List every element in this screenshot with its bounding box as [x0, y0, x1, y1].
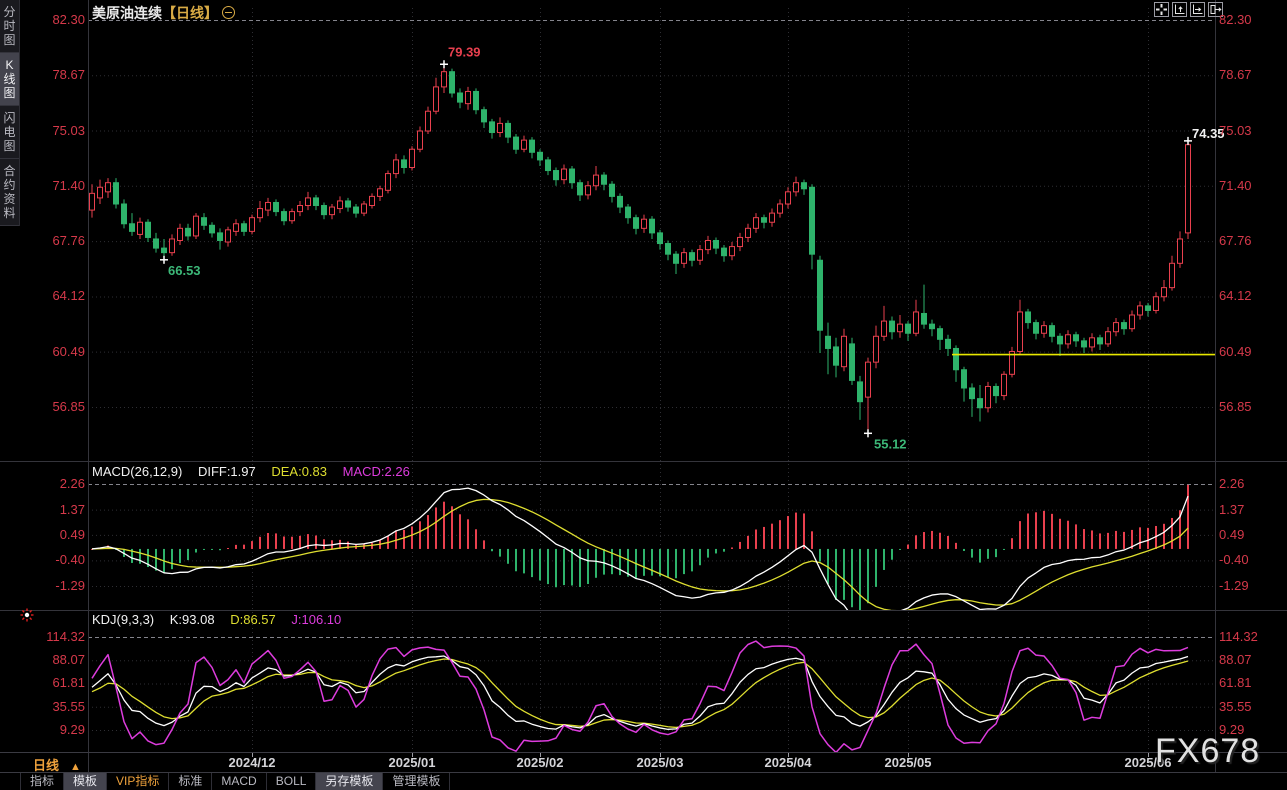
y-axis-label-left: 88.07 [52, 652, 85, 667]
y-axis-label-right: 78.67 [1219, 67, 1252, 82]
y-axis-label-right: -1.29 [1219, 578, 1249, 593]
sidebar: 分时图 K线图 闪电图 合约资料 [0, 0, 20, 226]
y-axis-label-left: 60.49 [52, 344, 85, 359]
y-axis-label-right: 75.03 [1219, 123, 1252, 138]
chart-toolbar [1154, 2, 1223, 17]
y-axis-label-left: 114.32 [46, 629, 85, 644]
y-axis-label-right: 60.49 [1219, 344, 1252, 359]
circle-minus-icon[interactable] [222, 6, 235, 19]
y-axis-label-left: 75.03 [52, 123, 85, 138]
y-axis-label-left: 67.76 [52, 233, 85, 248]
tab-管理模板[interactable]: 管理模板 [383, 773, 451, 790]
price-annotation: 79.39 [448, 44, 481, 59]
chart-title: 美原油连续【日线】 [92, 3, 235, 23]
x-axis-label: 2024/12 [228, 755, 276, 770]
sidebar-item-闪电图[interactable]: 闪电图 [0, 106, 19, 159]
y-axis-label-right: 61.81 [1219, 675, 1252, 690]
macd-header[interactable]: MACD(26,12,9) DIFF:1.97 DEA:0.83 MACD:2.… [92, 464, 422, 479]
tab-指标[interactable]: 指标 [20, 773, 65, 790]
watermark: FX678 [1155, 732, 1261, 770]
y-axis-label-right: 82.30 [1219, 12, 1252, 27]
pan-right-icon[interactable] [1208, 2, 1223, 17]
y-axis-label-left: 35.55 [52, 699, 85, 714]
y-axis-label-left: 0.49 [59, 527, 85, 542]
x-axis-label: 2025/04 [764, 755, 812, 770]
y-axis-label-right: 64.12 [1219, 288, 1252, 303]
y-axis-label-left: -1.29 [55, 578, 85, 593]
indicator-settings-icon[interactable] [20, 608, 34, 627]
symbol-name: 美原油连续 [92, 5, 162, 21]
macd-diff-value: DIFF:1.97 [197, 464, 256, 479]
tab-标准[interactable]: 标准 [169, 773, 213, 790]
y-axis-label-right: 56.85 [1219, 399, 1252, 414]
y-axis-label-right: 1.37 [1219, 502, 1245, 517]
x-axis-label: 2025/03 [636, 755, 684, 770]
x-axis-label: 2025/02 [516, 755, 564, 770]
y-axis-label-right: 67.76 [1219, 233, 1252, 248]
macd-label: MACD(26,12,9) [92, 464, 183, 479]
y-axis-label-left: 1.37 [59, 502, 85, 517]
kdj-j-value: J:106.10 [291, 612, 342, 627]
y-axis-label-left: -0.40 [55, 552, 85, 567]
y-axis-label-right: -0.40 [1219, 552, 1249, 567]
x-axis-label: 2025/01 [388, 755, 436, 770]
y-axis-label-right: 2.26 [1219, 476, 1245, 491]
period-selector[interactable]: 日线 ▲ [33, 755, 81, 774]
kdj-header[interactable]: KDJ(9,3,3) K:93.08 D:86.57 J:106.10 [92, 612, 353, 627]
tab-MACD[interactable]: MACD [212, 773, 267, 790]
kdj-label: KDJ(9,3,3) [92, 612, 155, 627]
y-axis-label-right: 0.49 [1219, 527, 1245, 542]
macd-dea-value: DEA:0.83 [271, 464, 328, 479]
period-selector-label: 日线 [33, 758, 60, 773]
x-axis-label: 2025/05 [884, 755, 932, 770]
y-axis-label-right: 88.07 [1219, 652, 1252, 667]
axis-scale-up-icon[interactable] [1172, 2, 1187, 17]
time-axis-row: 日线 ▲ 2024/12 2025/01 2025/02 2025/03 2025/04 2… [0, 752, 1287, 773]
y-axis-label-left: 2.26 [59, 476, 85, 491]
y-axis-label-right: 114.32 [1219, 629, 1258, 644]
price-annotation: 74.35 [1192, 126, 1225, 141]
period-arrow-icon: ▲ [70, 761, 81, 773]
indicator-tab-bar: 指标 模板 VIP指标 标准 MACD BOLL 另存模板 管理模板 [0, 772, 1287, 790]
sidebar-item-K线图[interactable]: K线图 [0, 53, 19, 106]
tab-另存模板[interactable]: 另存模板 [316, 773, 384, 790]
tab-VIP指标[interactable]: VIP指标 [107, 773, 170, 790]
sidebar-item-合约资料[interactable]: 合约资料 [0, 159, 19, 226]
y-axis-label-left: 9.29 [59, 722, 85, 737]
y-axis-label-left: 78.67 [52, 67, 85, 82]
crosshair-icon[interactable] [1154, 2, 1169, 17]
y-axis-label-right: 35.55 [1219, 699, 1252, 714]
y-axis-label-left: 82.30 [52, 12, 85, 27]
y-axis-label-left: 56.85 [52, 399, 85, 414]
y-axis-label-left: 71.40 [52, 178, 85, 193]
sidebar-item-分时图[interactable]: 分时图 [0, 0, 19, 53]
kdj-d-value: D:86.57 [230, 612, 276, 627]
price-annotation: 66.53 [168, 263, 201, 278]
y-axis-label-right: 9.29 [1219, 722, 1245, 737]
tab-模板[interactable]: 模板 [64, 773, 108, 790]
kdj-k-value: K:93.08 [169, 612, 215, 627]
macd-hist-value: MACD:2.26 [342, 464, 410, 479]
y-axis-label-left: 61.81 [52, 675, 85, 690]
tab-BOLL[interactable]: BOLL [267, 773, 317, 790]
period-name: 【日线】 [162, 5, 218, 21]
x-axis-label: 2025/06 [1124, 755, 1172, 770]
axis-scale-right-icon[interactable] [1190, 2, 1205, 17]
y-axis-label-right: 71.40 [1219, 178, 1252, 193]
price-annotation: 55.12 [874, 436, 907, 451]
y-axis-label-left: 64.12 [52, 288, 85, 303]
